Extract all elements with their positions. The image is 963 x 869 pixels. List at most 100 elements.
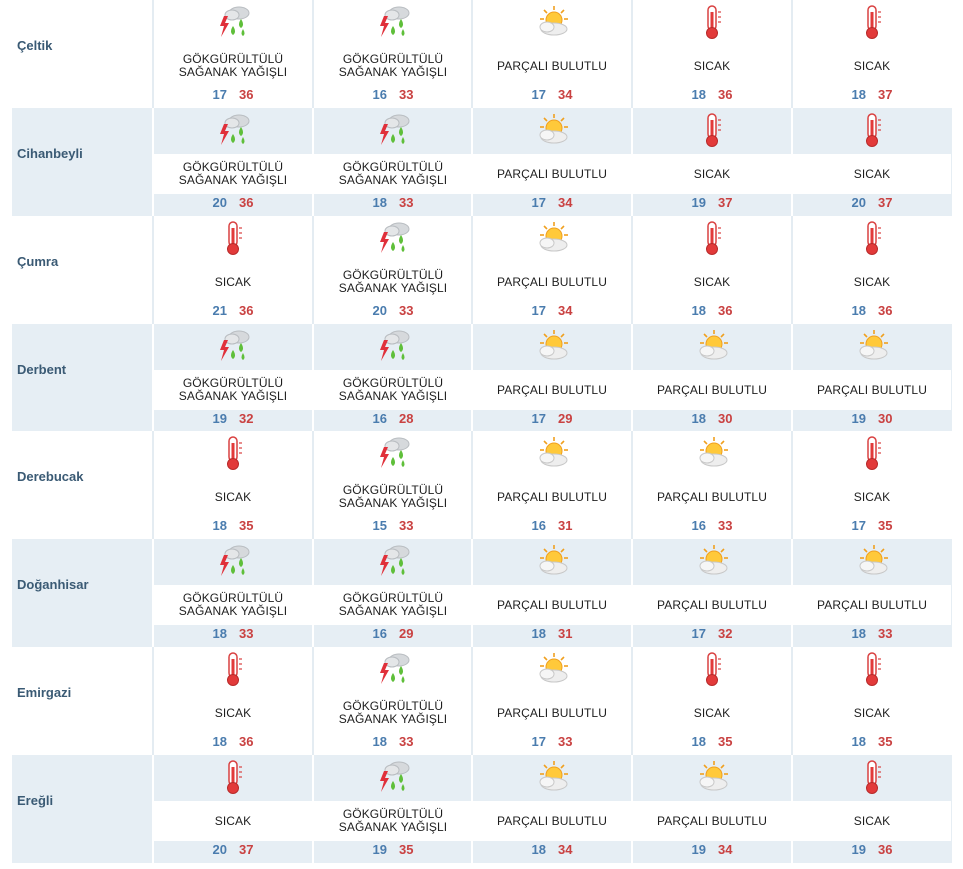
temperature-range: 18 35: [793, 734, 951, 752]
temperature-range: 18 33: [154, 626, 312, 644]
min-temperature: 18: [691, 734, 706, 749]
min-temperature: 17: [531, 411, 546, 426]
condition-label: GÖKGÜRÜLTÜLÜ SAĞANAK YAĞIŞLI: [178, 52, 288, 79]
max-temperature: 32: [718, 626, 733, 641]
city-name[interactable]: Çumra: [17, 254, 59, 269]
condition-band: [314, 477, 472, 517]
max-temperature: 37: [239, 842, 254, 857]
max-temperature: 36: [878, 842, 893, 857]
city-name[interactable]: Çeltik: [17, 38, 53, 53]
day-forecast-cell: SICAK 20 37: [152, 755, 312, 863]
max-temperature: 35: [878, 734, 893, 749]
day-forecast-cell: PARÇALI BULUTLU 17 34: [471, 0, 631, 108]
min-temperature: 18: [691, 303, 706, 318]
condition-band: [473, 801, 631, 841]
city-name[interactable]: Derbent: [17, 362, 67, 377]
condition-band: [154, 154, 312, 194]
max-temperature: 37: [718, 195, 733, 210]
max-temperature: 36: [239, 303, 254, 318]
min-temperature: 17: [691, 626, 706, 641]
day-forecast-cell: PARÇALI BULUTLU 16 33: [631, 431, 791, 539]
condition-label: GÖKGÜRÜLTÜLÜ SAĞANAK YAĞIŞLI: [178, 591, 288, 618]
city-name[interactable]: Cihanbeyli: [17, 146, 83, 161]
condition-band: [154, 585, 312, 625]
condition-band: [633, 801, 791, 841]
max-temperature: 30: [878, 411, 893, 426]
max-temperature: 33: [239, 626, 254, 641]
temperature-range: 17 29: [473, 411, 631, 429]
day-forecast-cell: PARÇALI BULUTLU 19 34: [631, 755, 791, 863]
condition-label: PARÇALI BULUTLU: [497, 597, 607, 612]
condition-band: [793, 370, 951, 410]
temperature-range: 17 34: [473, 195, 631, 213]
thunderstorm-rain-icon: [375, 435, 411, 471]
condition-label: SICAK: [853, 274, 891, 289]
day-forecast-cell: PARÇALI BULUTLU 18 30: [631, 324, 791, 432]
forecast-row: Doğanhisar GÖKGÜRÜLTÜLÜ SAĞANAK YAĞIŞLI 1…: [12, 539, 952, 647]
temperature-range: 19 32: [154, 411, 312, 429]
day-forecast-cell: PARÇALI BULUTLU 17 32: [631, 539, 791, 647]
forecast-row: Ereğli SICAK 20 37 GÖKGÜRÜLTÜLÜ SAĞANAK YA…: [12, 755, 952, 863]
max-temperature: 35: [878, 518, 893, 533]
condition-label: SICAK: [693, 58, 731, 73]
city-name[interactable]: Emirgazi: [17, 685, 72, 700]
day-forecast-cell: PARÇALI BULUTLU 17 34: [471, 216, 631, 324]
max-temperature: 36: [718, 87, 733, 102]
day-forecast-cell: GÖKGÜRÜLTÜLÜ SAĞANAK YAĞIŞLI 17 36: [152, 0, 312, 108]
max-temperature: 33: [718, 518, 733, 533]
temperature-range: 16 33: [633, 518, 791, 536]
min-temperature: 18: [531, 626, 546, 641]
temperature-range: 20 37: [154, 842, 312, 860]
condition-band: [154, 262, 312, 302]
max-temperature: 33: [399, 518, 414, 533]
min-temperature: 16: [372, 626, 387, 641]
forecast-row: Cihanbeyli GÖKGÜRÜLTÜLÜ SAĞANAK YAĞIŞLI 2…: [12, 108, 952, 216]
condition-label: PARÇALI BULUTLU: [497, 382, 607, 397]
condition-label: GÖKGÜRÜLTÜLÜ SAĞANAK YAĞIŞLI: [338, 268, 448, 295]
temperature-range: 17 34: [473, 303, 631, 321]
max-temperature: 37: [878, 87, 893, 102]
condition-band: [633, 154, 791, 194]
condition-label: GÖKGÜRÜLTÜLÜ SAĞANAK YAĞIŞLI: [338, 591, 448, 618]
min-temperature: 20: [212, 195, 227, 210]
condition-band: [793, 46, 951, 86]
thermometer-hot-icon: [215, 435, 251, 471]
day-forecast-cell: SICAK 19 36: [791, 755, 951, 863]
condition-band: [473, 262, 631, 302]
city-name[interactable]: Doğanhisar: [17, 577, 89, 592]
max-temperature: 32: [239, 411, 254, 426]
condition-label: SICAK: [853, 489, 891, 504]
temperature-range: 19 35: [314, 842, 472, 860]
temperature-range: 17 34: [473, 87, 631, 105]
condition-label: GÖKGÜRÜLTÜLÜ SAĞANAK YAĞIŞLI: [178, 376, 288, 403]
day-forecast-cell: SICAK 18 36: [152, 647, 312, 755]
day-forecast-cell: GÖKGÜRÜLTÜLÜ SAĞANAK YAĞIŞLI 19 35: [312, 755, 472, 863]
min-temperature: 18: [851, 734, 866, 749]
condition-band: [793, 693, 951, 733]
max-temperature: 33: [558, 734, 573, 749]
min-temperature: 20: [372, 303, 387, 318]
condition-label: SICAK: [214, 489, 252, 504]
min-temperature: 21: [212, 303, 227, 318]
city-name[interactable]: Ereğli: [17, 793, 54, 808]
condition-band: [633, 46, 791, 86]
partly-cloudy-icon: [534, 543, 570, 579]
min-temperature: 18: [851, 303, 866, 318]
condition-band: [473, 585, 631, 625]
min-temperature: 19: [372, 842, 387, 857]
thermometer-hot-icon: [854, 4, 890, 40]
city-name[interactable]: Derebucak: [17, 469, 84, 484]
condition-band: [154, 693, 312, 733]
condition-band: [633, 262, 791, 302]
condition-label: PARÇALI BULUTLU: [657, 597, 767, 612]
temperature-range: 20 36: [154, 195, 312, 213]
day-forecast-cell: SICAK 18 35: [791, 647, 951, 755]
min-temperature: 19: [691, 195, 706, 210]
min-temperature: 17: [531, 87, 546, 102]
partly-cloudy-icon: [694, 759, 730, 795]
max-temperature: 31: [558, 518, 573, 533]
temperature-range: 20 37: [793, 195, 951, 213]
partly-cloudy-icon: [694, 435, 730, 471]
temperature-range: 20 33: [314, 303, 472, 321]
